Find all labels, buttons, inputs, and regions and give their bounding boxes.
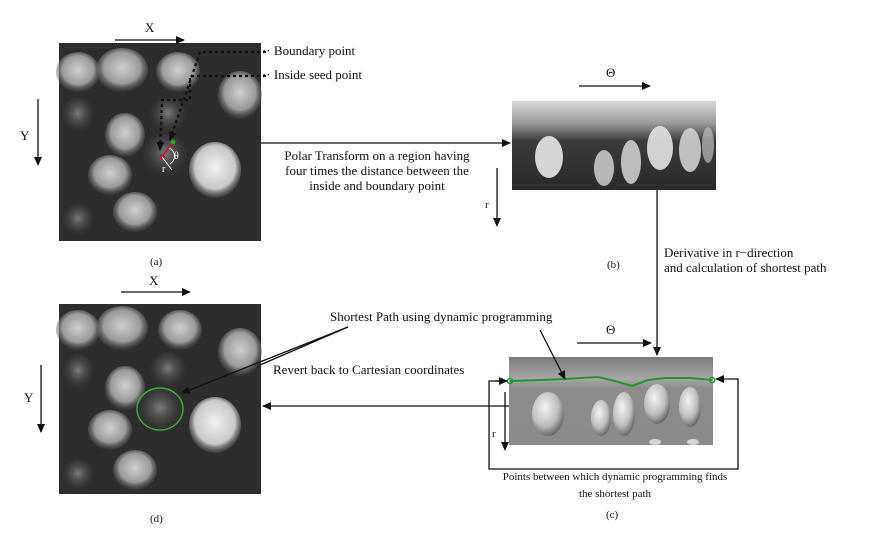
boundary-point-text: Boundary point (273, 43, 356, 58)
panel-a-label: (a) (150, 256, 163, 268)
panel-d-image (56, 304, 262, 494)
points-caption-line-1: Points between which dynamic programming… (502, 471, 728, 483)
polar-caption-line-2: four times the distance between the (285, 163, 469, 178)
shortest-path-caption: Shortest Path using dynamic programming (330, 309, 553, 324)
panel-b-theta-label: Θ (606, 65, 616, 80)
points-caption-line-2: the shortest path (578, 488, 652, 500)
inside-seed-point-label: ·· Inside seed point (262, 67, 363, 82)
panel-c-image (509, 357, 713, 445)
theta-symbol: θ (174, 151, 179, 162)
panel-c-label: (c) (606, 509, 619, 521)
inside-seed-point-text: Inside seed point (273, 67, 363, 82)
flow-arrows (181, 139, 661, 410)
panel-b-r-label: r (485, 199, 489, 211)
panel-a-y-axis-label: Y (20, 128, 30, 143)
panel-a-x-axis-label: X (145, 20, 155, 35)
seed-boundary-markers (156, 50, 266, 171)
panel-b-image (512, 101, 716, 190)
boundary-point-label: ·· Boundary point (262, 43, 356, 58)
panel-c-r-label: r (492, 428, 496, 440)
polar-transform-caption: Polar Transform on a region having four … (262, 148, 492, 193)
axis-arrows (34, 36, 652, 451)
path-end-point (708, 376, 716, 384)
endpoint-bracket (488, 375, 739, 470)
panel-b-label: (b) (607, 259, 620, 271)
panel-c-theta-label: Θ (606, 322, 616, 337)
r-symbol: r (162, 164, 166, 175)
polar-caption-line-1: Polar Transform on a region having (284, 148, 470, 163)
shortest-path-line (509, 375, 713, 388)
revert-caption: Revert back to Cartesian coordinates (273, 362, 465, 377)
polar-caption-line-3: inside and boundary point (309, 178, 445, 193)
derivative-caption: Derivative in r−direction and calculatio… (664, 245, 826, 275)
panel-a-image (56, 43, 262, 241)
panel-d-label: (d) (150, 513, 163, 525)
panel-d-x-axis-label: X (149, 273, 159, 288)
derivative-line-1: Derivative in r−direction (664, 245, 794, 260)
panel-d-y-axis-label: Y (24, 390, 34, 405)
segmented-boundary (136, 387, 184, 431)
points-between-caption: Points between which dynamic programming… (488, 469, 742, 503)
derivative-line-2: and calculation of shortest path (664, 260, 827, 275)
